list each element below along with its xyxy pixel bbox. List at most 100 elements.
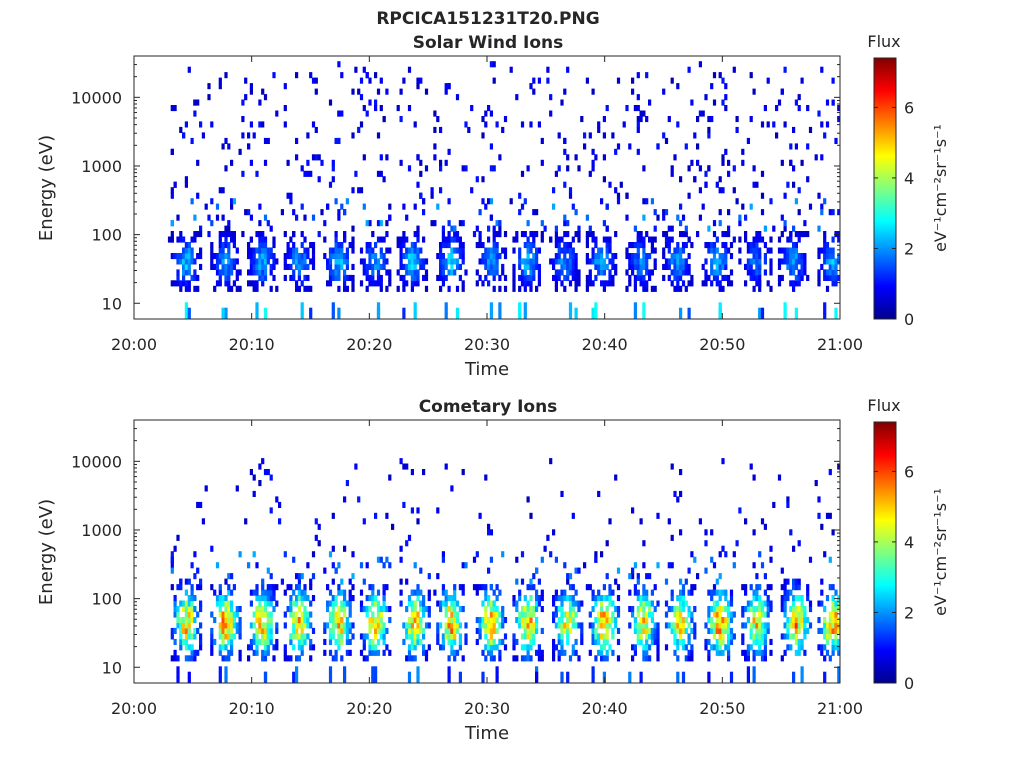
flux-cell [300, 611, 304, 618]
flux-cell [729, 595, 734, 602]
flux-cell [597, 589, 601, 596]
flux-cell [741, 638, 745, 645]
flux-cell [523, 655, 527, 662]
flux-cell [170, 236, 174, 243]
flux-cell [416, 253, 420, 260]
flux-cell [571, 258, 575, 265]
flux-cell [455, 622, 460, 629]
flux-cell [371, 622, 375, 629]
flux-cell [763, 105, 767, 112]
flux-cell [820, 154, 824, 161]
flux-cell [783, 302, 787, 309]
flux-cell [758, 258, 762, 265]
flux-cell [368, 242, 372, 249]
flux-cell [591, 159, 595, 166]
flux-cell [639, 274, 643, 281]
colorbar-gradient [873, 421, 897, 684]
flux-cell [215, 600, 220, 607]
flux-cell [797, 584, 801, 591]
flux-cell [489, 214, 493, 221]
flux-cell [614, 269, 618, 276]
flux-cell [526, 622, 530, 629]
flux-cell [351, 584, 355, 591]
flux-cell [215, 595, 220, 602]
flux-cell [348, 611, 352, 618]
flux-cell [834, 617, 838, 624]
flux-cell [656, 638, 660, 645]
flux-cell [258, 203, 262, 210]
flux-cell [758, 644, 762, 651]
flux-cell [221, 263, 225, 270]
flux-cell [297, 617, 301, 624]
flux-cell [374, 242, 378, 249]
flux-cell [690, 655, 694, 662]
flux-cell [735, 198, 739, 205]
flux-cell [760, 611, 765, 618]
flux-cell [752, 595, 756, 602]
flux-cell [800, 77, 804, 84]
flux-cell [535, 600, 539, 607]
flux-cell [230, 649, 234, 656]
flux-cell [523, 617, 527, 624]
flux-cell [441, 253, 445, 260]
flux-cell [758, 551, 762, 558]
flux-cell [184, 644, 188, 651]
flux-cell [591, 307, 595, 314]
flux-cell [317, 154, 321, 161]
flux-cell [707, 274, 711, 281]
flux-cell [292, 556, 296, 563]
flux-cell [340, 638, 344, 645]
flux-cell [227, 280, 231, 287]
flux-cell [600, 269, 604, 276]
x-tick-label: 20:50 [699, 699, 745, 718]
flux-cell [763, 253, 767, 260]
flux-cell [758, 633, 762, 640]
flux-cell [455, 247, 460, 254]
flux-cell [306, 159, 310, 166]
flux-cell [289, 192, 293, 199]
flux-cell [828, 263, 832, 270]
flux-cell [673, 638, 677, 645]
flux-cell [758, 595, 762, 602]
flux-cell [368, 584, 372, 591]
flux-cell [828, 469, 832, 476]
flux-cell [741, 611, 745, 618]
flux-cell [297, 258, 301, 265]
flux-cell [309, 655, 313, 662]
flux-cell [343, 258, 347, 265]
flux-cell [184, 242, 188, 249]
flux-cell [362, 269, 366, 276]
flux-cell [568, 617, 573, 624]
flux-cell [348, 242, 352, 249]
flux-cell [732, 551, 736, 558]
flux-cell [481, 116, 485, 123]
flux-cell [173, 627, 177, 634]
flux-cell [317, 176, 321, 183]
flux-cell [518, 589, 522, 596]
flux-cell [309, 584, 313, 591]
flux-cell [450, 638, 454, 645]
flux-cell [746, 666, 750, 673]
flux-cell [368, 649, 372, 656]
flux-cell [721, 159, 725, 166]
flux-cell [529, 263, 533, 270]
flux-cell [478, 627, 482, 634]
flux-cell [777, 474, 782, 481]
flux-cell [441, 225, 445, 232]
flux-cell [664, 578, 669, 585]
flux-cell [444, 159, 448, 166]
flux-cell [831, 77, 835, 84]
flux-cell [834, 622, 838, 629]
flux-cell [286, 242, 290, 249]
flux-cell [676, 269, 680, 276]
flux-cell [676, 671, 680, 678]
flux-cell [715, 263, 719, 270]
flux-cell [752, 242, 756, 249]
flux-cell [196, 231, 200, 238]
flux-cell [382, 253, 386, 260]
flux-cell [179, 627, 183, 634]
flux-cell [337, 313, 341, 320]
flux-cell [368, 220, 372, 227]
flux-cell [529, 633, 533, 640]
flux-cell [749, 627, 753, 634]
